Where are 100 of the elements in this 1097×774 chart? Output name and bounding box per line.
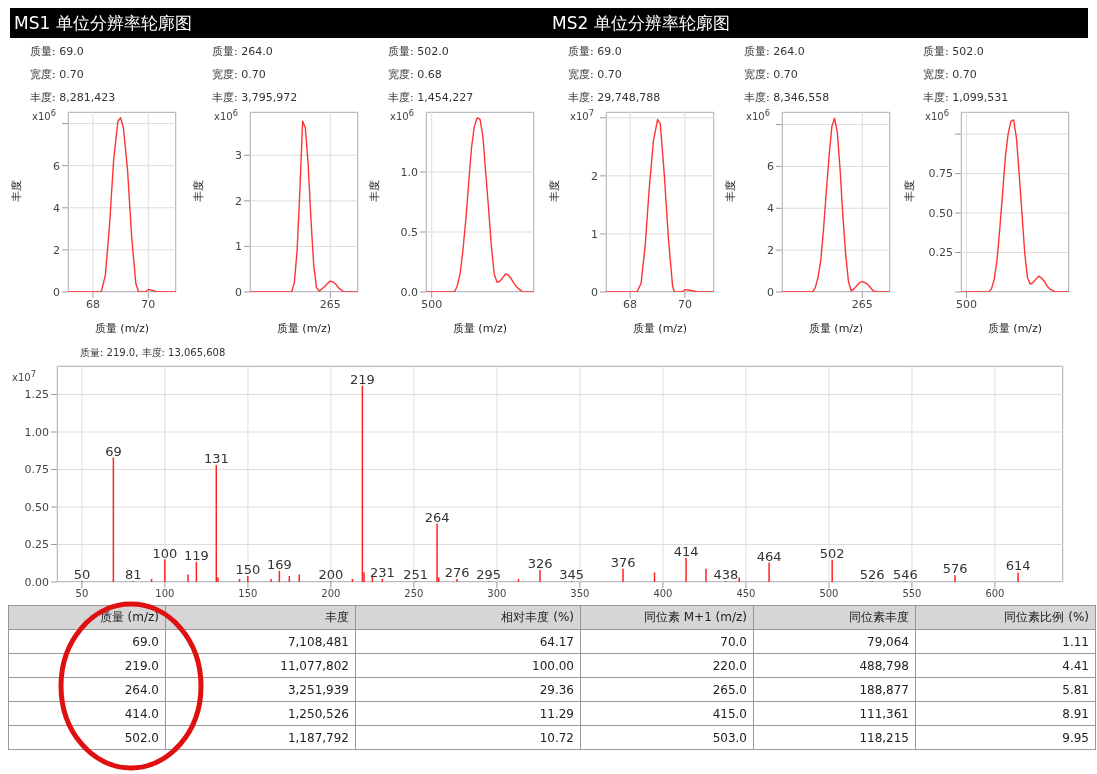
y-tick-label: 1.25: [24, 388, 49, 402]
category-label: 相对丰度 (%): [501, 610, 574, 624]
annotation: 614: [1005, 558, 1031, 574]
y-tick-label: 0: [767, 285, 774, 299]
text: 1.11: [1062, 634, 1089, 649]
y-tick-label: 0.25: [928, 246, 953, 260]
text: 414.0: [124, 706, 159, 721]
text: 64.17: [539, 634, 574, 649]
text: x10$^{6}$: [214, 108, 238, 123]
annotation: 326: [527, 556, 553, 571]
y-tick-label: 2: [235, 194, 242, 208]
annotation: 150: [235, 562, 261, 577]
y-axis-title: 丰度: [547, 180, 561, 202]
text: 丰度: 29,748,788: [568, 91, 661, 104]
x-tick-label: 500: [421, 297, 443, 311]
category-label: 同位素丰度: [849, 610, 909, 624]
x-tick-label: 500: [819, 588, 839, 600]
annotation: 81: [125, 567, 142, 583]
text: x10$^{7}$: [570, 108, 594, 123]
annotation: 100: [152, 545, 178, 561]
text: 265.0: [712, 682, 747, 697]
text: 宽度: 0.70: [744, 68, 798, 81]
annotation: 219: [350, 371, 375, 387]
y-axis-title: 丰度: [9, 180, 23, 202]
text: 1,187,792: [287, 730, 349, 745]
text: 9.95: [1062, 730, 1089, 745]
y-tick-label: 0.25: [24, 538, 49, 552]
y-tick-label: 0.50: [928, 206, 953, 220]
text: 79,064: [867, 634, 909, 649]
annotation: 502: [819, 545, 845, 561]
x-tick-label: 70: [141, 297, 156, 311]
annotation: 200: [318, 567, 344, 583]
text: 丰度: 1,099,531: [923, 91, 1009, 104]
y-axis-title: 丰度: [191, 180, 205, 202]
text: 188,877: [859, 682, 909, 697]
x-axis-title: 质量 (m/z): [452, 322, 508, 335]
chart-title: MS1 单位分辨率轮廓图: [14, 13, 192, 33]
annotation: 264: [424, 509, 450, 525]
x-tick-label: 150: [238, 588, 258, 600]
chart-title: MS2 单位分辨率轮廓图: [552, 13, 730, 33]
text: 70.0: [720, 634, 747, 649]
text: 118,215: [859, 730, 909, 745]
y-tick-label: 3: [235, 149, 242, 163]
x-tick-label: 250: [404, 588, 424, 600]
y-tick-label: 0: [591, 285, 598, 299]
text: 8.91: [1062, 706, 1089, 721]
text: 丰度: 8,346,558: [744, 91, 830, 104]
y-tick-label: 2: [591, 169, 598, 183]
x-axis-title: 质量 (m/z): [276, 322, 332, 335]
annotation: 169: [267, 556, 292, 572]
y-axis-title: 丰度: [367, 180, 381, 202]
category-label: 丰度: [325, 610, 349, 624]
category-label: 同位素 M+1 (m/z): [643, 610, 747, 624]
text: 10.72: [539, 730, 574, 745]
x-axis-title: 质量 (m/z): [632, 322, 688, 335]
x-tick-label: 265: [319, 297, 341, 311]
y-tick-label: 6: [53, 159, 60, 173]
y-tick-label: 6: [767, 160, 774, 174]
x-tick-label: 350: [570, 588, 590, 600]
annotation: 414: [673, 544, 699, 559]
annotation: 546: [892, 567, 918, 583]
x-tick-label: 450: [736, 588, 756, 600]
text: 7,108,481: [287, 634, 349, 649]
text: 质量: 264.0: [212, 45, 273, 58]
y-tick-label: 2: [53, 243, 60, 257]
text: 宽度: 0.70: [212, 68, 266, 81]
text: 质量: 219.0, 丰度: 13,065,608: [80, 347, 226, 358]
text: 宽度: 0.70: [30, 68, 84, 81]
x-axis-title: 质量 (m/z): [808, 322, 864, 335]
category-label: 同位素比例 (%): [1004, 610, 1089, 624]
text: 质量: 69.0: [568, 45, 622, 58]
text: 415.0: [712, 706, 747, 721]
text: 丰度: 1,454,227: [388, 91, 474, 104]
annotation: 576: [942, 561, 968, 577]
text: 488,798: [859, 658, 909, 673]
text: 100.00: [532, 658, 574, 673]
text: x10$^{7}$: [12, 369, 36, 384]
annotation: 119: [184, 547, 209, 563]
text: 宽度: 0.70: [568, 68, 622, 81]
y-axis-title: 丰度: [723, 180, 737, 202]
annotation: 50: [73, 567, 91, 583]
y-tick-label: 2: [767, 244, 774, 258]
text: 5.81: [1062, 682, 1089, 697]
x-axis-title: 质量 (m/z): [987, 322, 1043, 335]
y-tick-label: 4: [53, 201, 60, 215]
text: x10$^{6}$: [390, 108, 414, 123]
text: 质量: 502.0: [923, 45, 984, 58]
x-tick-label: 500: [956, 297, 978, 311]
y-tick-label: 0.75: [928, 167, 953, 181]
y-axis-title: 丰度: [902, 180, 916, 202]
text: 质量: 264.0: [744, 45, 805, 58]
annotation: 69: [105, 443, 122, 459]
text: 503.0: [712, 730, 747, 745]
annotation: 438: [713, 567, 739, 583]
text: x10$^{6}$: [925, 108, 949, 123]
x-axis-title: 质量 (m/z): [94, 322, 150, 335]
y-tick-label: 0.0: [400, 285, 418, 299]
text: 1,250,526: [287, 706, 349, 721]
x-tick-label: 68: [623, 297, 638, 311]
annotation: 276: [444, 565, 470, 580]
